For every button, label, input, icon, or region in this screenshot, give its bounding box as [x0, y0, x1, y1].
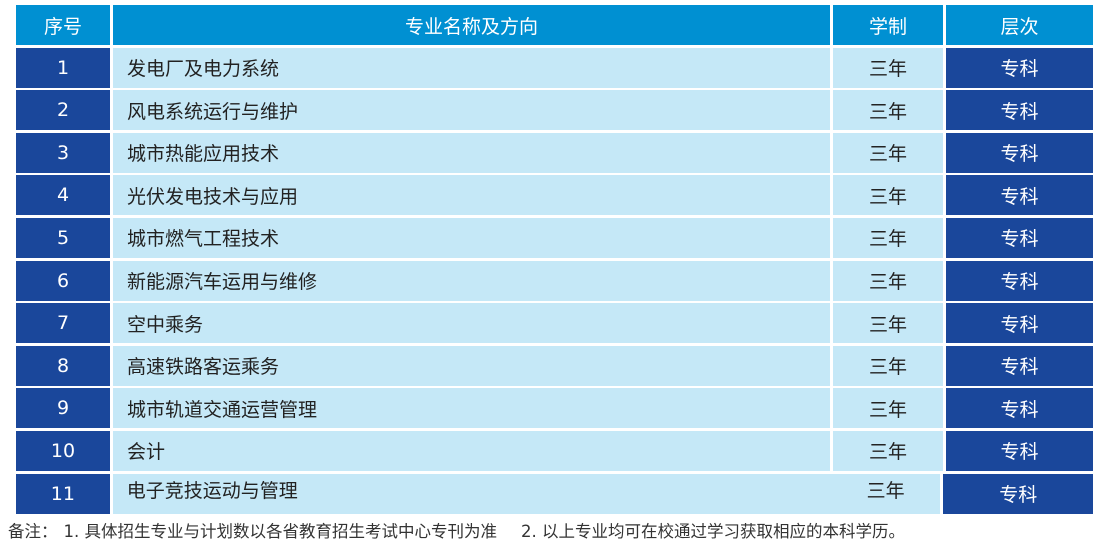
- cell-no: 11: [16, 473, 110, 514]
- cell-no: 10: [16, 430, 110, 471]
- cell-level: 专科: [946, 175, 1093, 216]
- cell-no: 1: [16, 47, 110, 88]
- header-no: 序号: [16, 5, 110, 45]
- cell-duration: 三年: [833, 303, 943, 344]
- cell-no: 6: [16, 260, 110, 301]
- cell-duration: 三年: [833, 345, 943, 386]
- cell-major: 风电系统运行与维护: [113, 90, 830, 131]
- cell-duration: 三年: [833, 217, 943, 258]
- table-row: 7 空中乘务 三年 专科: [16, 303, 1093, 344]
- note-item-2: 2. 以上专业均可在校通过学习获取相应的本科学历。: [521, 522, 905, 541]
- cell-duration: 三年: [833, 47, 943, 88]
- table-row: 4 光伏发电技术与应用 三年 专科: [16, 175, 1093, 216]
- cell-no: 5: [16, 217, 110, 258]
- cell-major: 城市燃气工程技术: [113, 217, 830, 258]
- note-item-1: 1. 具体招生专业与计划数以各省教育招生考试中心专刊为准: [63, 522, 498, 541]
- note-prefix: 备注：: [8, 522, 58, 541]
- cell-duration: 三年: [833, 132, 943, 173]
- table-row: 1 发电厂及电力系统 三年 专科: [16, 47, 1093, 88]
- cell-no: 7: [16, 303, 110, 344]
- cell-no: 8: [16, 345, 110, 386]
- table-header: 序号 专业名称及方向 学制 层次: [16, 5, 1093, 45]
- cell-no: 9: [16, 388, 110, 429]
- cell-duration: 三年: [830, 473, 941, 514]
- cell-level: 专科: [946, 90, 1093, 131]
- header-duration: 学制: [833, 5, 943, 45]
- cell-major: 发电厂及电力系统: [113, 47, 830, 88]
- majors-table: 序号 专业名称及方向 学制 层次 1 发电厂及电力系统 三年 专科 2 风电系统运行与维护…: [16, 5, 1093, 516]
- footnote: 备注： 1. 具体招生专业与计划数以各省教育招生考试中心专刊为准 2. 以上专业均可…: [8, 518, 911, 542]
- cell-no: 4: [16, 175, 110, 216]
- cell-no: 2: [16, 90, 110, 131]
- cell-level: 专科: [946, 303, 1093, 344]
- cell-major: 空中乘务: [113, 303, 830, 344]
- cell-major: 新能源汽车运用与维修: [113, 260, 830, 301]
- table-row: 11 电子竞技运动与管理 三年 专科: [16, 473, 1093, 514]
- table-row: 5 城市燃气工程技术 三年 专科: [16, 217, 1093, 258]
- cell-level: 专科: [946, 47, 1093, 88]
- cell-level: 专科: [946, 260, 1093, 301]
- cell-major: 城市轨道交通运营管理: [113, 388, 830, 429]
- table-row: 6 新能源汽车运用与维修 三年 专科: [16, 260, 1093, 301]
- table-row: 9 城市轨道交通运营管理 三年 专科: [16, 388, 1093, 429]
- cell-major: 高速铁路客运乘务: [113, 345, 830, 386]
- header-level: 层次: [946, 5, 1093, 45]
- table-row: 3 城市热能应用技术 三年 专科: [16, 132, 1093, 173]
- header-major: 专业名称及方向: [113, 5, 830, 45]
- cell-duration: 三年: [833, 260, 943, 301]
- cell-level: 专科: [943, 473, 1093, 514]
- cell-major: 城市热能应用技术: [113, 132, 830, 173]
- cell-duration: 三年: [833, 175, 943, 216]
- cell-level: 专科: [946, 217, 1093, 258]
- table-row: 8 高速铁路客运乘务 三年 专科: [16, 345, 1093, 386]
- cell-no: 3: [16, 132, 110, 173]
- table-row: 2 风电系统运行与维护 三年 专科: [16, 90, 1093, 131]
- cell-major: 光伏发电技术与应用: [113, 175, 830, 216]
- cell-duration: 三年: [833, 90, 943, 131]
- cell-level: 专科: [946, 345, 1093, 386]
- cell-major: 电子竞技运动与管理: [112, 473, 831, 514]
- cell-duration: 三年: [833, 430, 943, 471]
- cell-level: 专科: [946, 132, 1093, 173]
- cell-level: 专科: [946, 430, 1093, 471]
- cell-major: 会计: [113, 430, 830, 471]
- cell-level: 专科: [946, 388, 1093, 429]
- cell-duration: 三年: [833, 388, 943, 429]
- table-row: 10 会计 三年 专科: [16, 430, 1093, 471]
